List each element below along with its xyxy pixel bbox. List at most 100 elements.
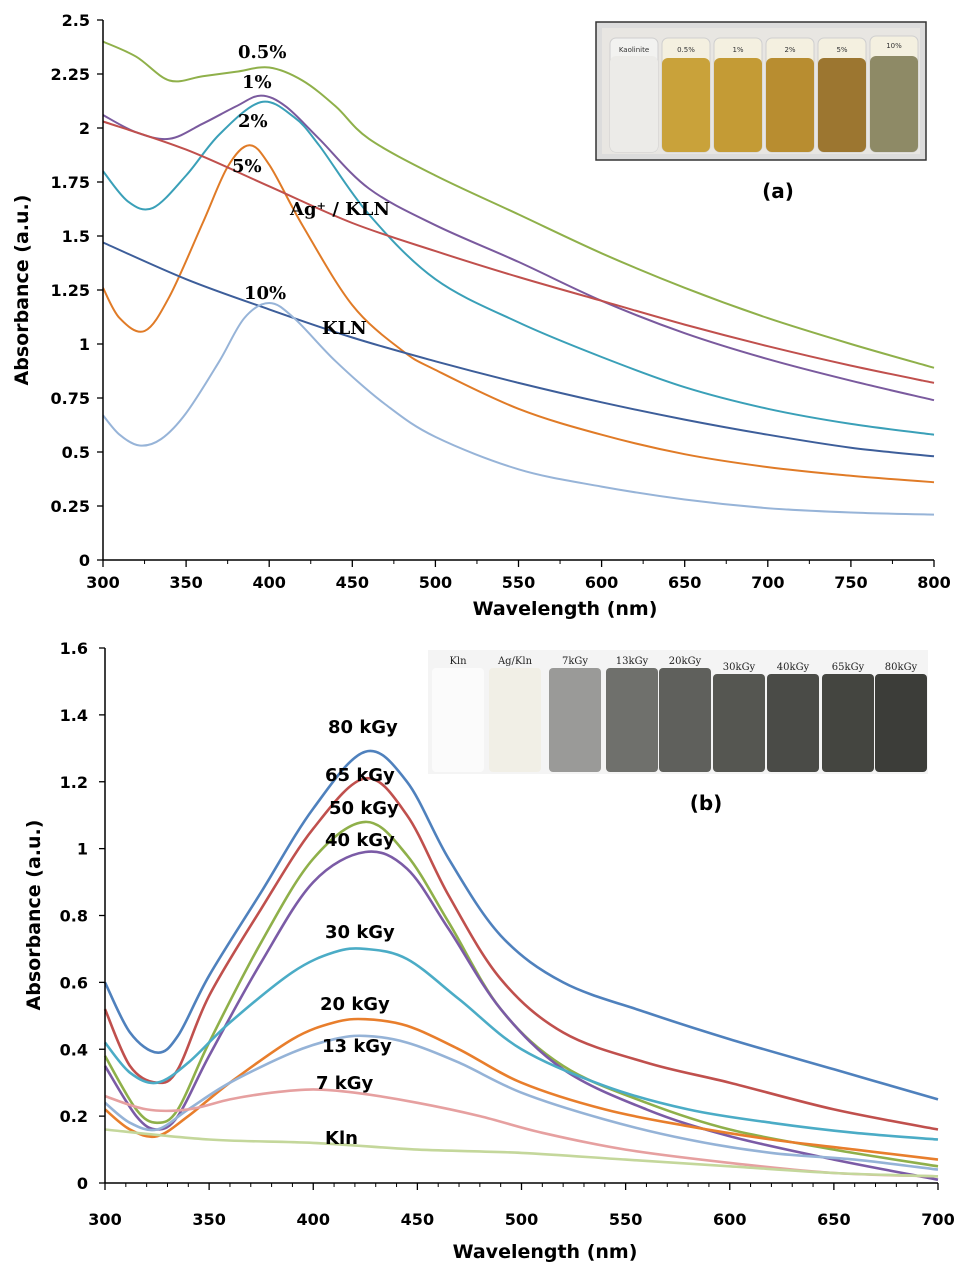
- panel-a-series-0.5: [102, 40, 935, 369]
- panel-b-y-tick-label: 1.2: [60, 773, 88, 792]
- vial-5-percent: 5%: [817, 37, 867, 153]
- vial-1-percent: 1%: [713, 37, 763, 153]
- svg-text:65kGy: 65kGy: [832, 662, 865, 673]
- panel-a-y-axis-label: Absorbance (a.u.): [11, 195, 33, 386]
- panel-a-x-axis-label: Wavelength (nm): [473, 598, 658, 620]
- svg-text:30kGy: 30kGy: [723, 662, 756, 673]
- panel-a-label: (a): [762, 179, 794, 203]
- panel-b-series-40-kgy: [103, 850, 939, 1181]
- svg-text:Ag/Kln: Ag/Kln: [497, 656, 533, 667]
- panel-b-x-tick-label: 550: [609, 1210, 642, 1229]
- panel-a-x-tick-label: 750: [834, 573, 867, 592]
- panel-a-y-tick-label: 1.5: [62, 227, 90, 246]
- label-0.5-percent: 0.5%: [238, 42, 286, 63]
- label-20kgy: 20 kGy: [320, 994, 390, 1015]
- label-10-percent: 10%: [244, 283, 286, 304]
- panel-b-y-tick-label: 0: [77, 1174, 88, 1193]
- vial-2-percent: 2%: [765, 37, 815, 153]
- vial-ag-kln: Ag/Kln: [489, 656, 541, 772]
- panel-a-y-tick-label: 2.5: [62, 11, 90, 30]
- panel-b-y-ticks: 0 0.2 0.4 0.6 0.8 1 1.2 1.4 1.6: [60, 639, 105, 1193]
- svg-text:7kGy: 7kGy: [562, 656, 588, 667]
- vial-40kgy: 40kGy: [767, 662, 819, 772]
- panel-a-y-tick-label: 0.75: [51, 389, 90, 408]
- panel-b-x-axis-label: Wavelength (nm): [453, 1241, 638, 1263]
- panel-a-x-tick-label: 350: [169, 573, 202, 592]
- svg-text:5%: 5%: [836, 46, 847, 54]
- panel-a-curves: [102, 40, 935, 516]
- svg-text:13kGy: 13kGy: [616, 656, 649, 667]
- panel-b-y-tick-label: 0.2: [60, 1107, 88, 1126]
- label-13kgy: 13 kGy: [322, 1036, 392, 1057]
- panel-b-y-tick-label: 0.6: [60, 973, 88, 992]
- panel-a-y-tick-label: 2: [79, 119, 90, 138]
- label-1-percent: 1%: [242, 72, 272, 93]
- panel-b-x-tick-label: 450: [401, 1210, 434, 1229]
- panel-a-y-tick-label: 0: [79, 551, 90, 570]
- label-30kgy: 30 kGy: [325, 922, 395, 943]
- panel-b-series-80-kgy: [103, 749, 939, 1101]
- panel-a-y-ticks: 0 0.25 0.5 0.75 1 1.25 1.5 1.75 2 2.25 2.5: [51, 11, 103, 570]
- panel-b-y-tick-label: 0.8: [60, 907, 88, 926]
- label-65kgy: 65 kGy: [325, 765, 395, 786]
- panel-a-y-tick-label: 2.25: [51, 65, 90, 84]
- svg-text:10%: 10%: [886, 42, 902, 50]
- label-kln: KLN: [322, 318, 367, 339]
- panel-a-x-ticks: 300 350 400 450 500 550 600 650 700 750 800: [86, 560, 951, 592]
- panel-b-x-ticks: 300 350 400 450 500 550 600 650 700: [88, 1183, 955, 1229]
- panel-a-y-tick-label: 0.5: [62, 443, 90, 462]
- panel-b-series-kln: [104, 1128, 939, 1178]
- panel-b-y-tick-label: 1.6: [60, 639, 88, 658]
- panel-a-y-tick-label: 0.25: [51, 497, 90, 516]
- panel-b-x-tick-label: 300: [88, 1210, 121, 1229]
- vial-kaolinite: Kaolinite: [609, 37, 659, 153]
- svg-text:80kGy: 80kGy: [885, 662, 918, 673]
- panel-a-x-tick-label: 800: [917, 573, 950, 592]
- label-5-percent: 5%: [232, 156, 262, 177]
- panel-b-inset-photo: Kln Ag/Kln 7kGy 13kGy 20kGy 30kGy: [428, 650, 928, 774]
- panel-b-label: (b): [690, 791, 723, 815]
- panel-b-x-tick-label: 500: [505, 1210, 538, 1229]
- panel-b-series-7-kgy: [104, 1088, 939, 1178]
- panel-b-series-50-kgy: [103, 820, 939, 1168]
- panel-a-x-tick-label: 300: [86, 573, 119, 592]
- panel-a-series-1: [102, 94, 935, 402]
- label-7kgy: 7 kGy: [316, 1073, 374, 1094]
- svg-text:40kGy: 40kGy: [777, 662, 810, 673]
- panel-a-x-tick-label: 600: [585, 573, 618, 592]
- panel-b-x-tick-label: 350: [192, 1210, 225, 1229]
- panel-b-y-tick-label: 1: [77, 840, 88, 859]
- panel-a-series-2: [102, 100, 935, 436]
- vial-kln: Kln: [432, 656, 484, 772]
- panel-a-inset-photo: Kaolinite 0.5% 1% 2% 5%: [595, 21, 927, 161]
- label-50kgy: 50 kGy: [329, 798, 399, 819]
- panel-a-series-10: [102, 302, 935, 516]
- vial-0.5-percent: 0.5%: [661, 37, 711, 153]
- panel-a-x-tick-label: 450: [336, 573, 369, 592]
- panel-b-series-13-kgy: [104, 1034, 939, 1171]
- panel-b-curves: [103, 749, 939, 1181]
- panel-b-series-30-kgy: [103, 947, 939, 1141]
- panel-b-y-axis-label: Absorbance (a.u.): [23, 820, 45, 1011]
- vial-10-percent: 10%: [869, 35, 919, 153]
- panel-a-x-tick-label: 400: [252, 573, 285, 592]
- panel-a-chart: 300 350 400 450 500 550 600 650 700 750 800 00.250…: [11, 11, 951, 620]
- vial-20kgy: 20kGy: [659, 656, 711, 772]
- panel-a-x-tick-label: 650: [668, 573, 701, 592]
- svg-text:0.5%: 0.5%: [677, 46, 695, 54]
- svg-text:20kGy: 20kGy: [669, 656, 702, 667]
- panel-b-y-tick-label: 1.4: [60, 706, 88, 725]
- label-80kgy: 80 kGy: [328, 717, 398, 738]
- svg-text:Kln: Kln: [449, 656, 467, 667]
- vial-80kgy: 80kGy: [875, 662, 927, 772]
- panel-a-series-ag-kln: [102, 120, 935, 384]
- panel-b-x-tick-label: 600: [713, 1210, 746, 1229]
- panel-b-chart: 300 350 400 450 500 550 600 650 700 0 0.2 0.4 0.6 0.…: [23, 639, 955, 1263]
- label-40kgy: 40 kGy: [325, 830, 395, 851]
- panel-b-x-tick-label: 650: [817, 1210, 850, 1229]
- panel-a-series-kln: [102, 241, 935, 458]
- panel-a-y-tick-label: 1.75: [51, 173, 90, 192]
- label-ag-kln: Ag⁺ / KLN: [289, 199, 390, 220]
- panel-b-series-20-kgy: [104, 1017, 939, 1161]
- vial-7kgy: 7kGy: [549, 656, 601, 772]
